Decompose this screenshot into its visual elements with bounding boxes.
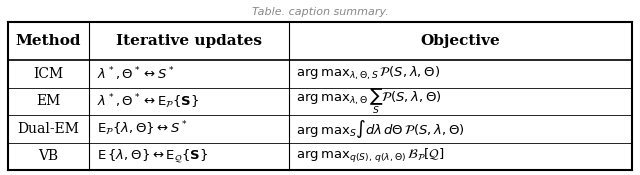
Text: Iterative updates: Iterative updates xyxy=(116,34,262,48)
Text: Dual-EM: Dual-EM xyxy=(17,122,79,136)
Text: Objective: Objective xyxy=(420,34,500,48)
Text: $\lambda^*, \Theta^* \leftrightarrow \mathrm{E}_{\mathcal{P}}\{\mathbf{S}\}$: $\lambda^*, \Theta^* \leftrightarrow \ma… xyxy=(97,92,199,111)
Text: $\mathrm{arg\,max}_{q(S),\, q(\lambda,\Theta)}\, \mathcal{B}_{\mathcal{P}}[\math: $\mathrm{arg\,max}_{q(S),\, q(\lambda,\T… xyxy=(296,147,445,165)
Text: EM: EM xyxy=(36,94,60,108)
Text: VB: VB xyxy=(38,149,58,163)
Text: $\mathrm{E}\,\{\lambda, \Theta\} \leftrightarrow \mathrm{E}_{\mathcal{Q}}\{\math: $\mathrm{E}\,\{\lambda, \Theta\} \leftri… xyxy=(97,148,208,165)
Text: $\mathrm{arg\,max}_S \int d\lambda\, d\Theta\, \mathcal{P}(S, \lambda, \Theta)$: $\mathrm{arg\,max}_S \int d\lambda\, d\T… xyxy=(296,118,465,140)
Text: Method: Method xyxy=(15,34,81,48)
Text: $\mathrm{E}_{\mathcal{P}}\{\lambda, \Theta\} \leftrightarrow S^*$: $\mathrm{E}_{\mathcal{P}}\{\lambda, \The… xyxy=(97,120,187,138)
Text: $\mathrm{arg\,max}_{\lambda,\Theta,S}\, \mathcal{P}(S, \lambda, \Theta)$: $\mathrm{arg\,max}_{\lambda,\Theta,S}\, … xyxy=(296,65,440,82)
Text: $\lambda^*, \Theta^* \leftrightarrow S^*$: $\lambda^*, \Theta^* \leftrightarrow S^*… xyxy=(97,65,174,83)
Text: ICM: ICM xyxy=(33,67,63,81)
Text: Table. caption summary.: Table. caption summary. xyxy=(252,6,388,17)
Text: $\mathrm{arg\,max}_{\lambda,\Theta}\, \sum_S \mathcal{P}(S, \lambda, \Theta)$: $\mathrm{arg\,max}_{\lambda,\Theta}\, \s… xyxy=(296,86,442,116)
